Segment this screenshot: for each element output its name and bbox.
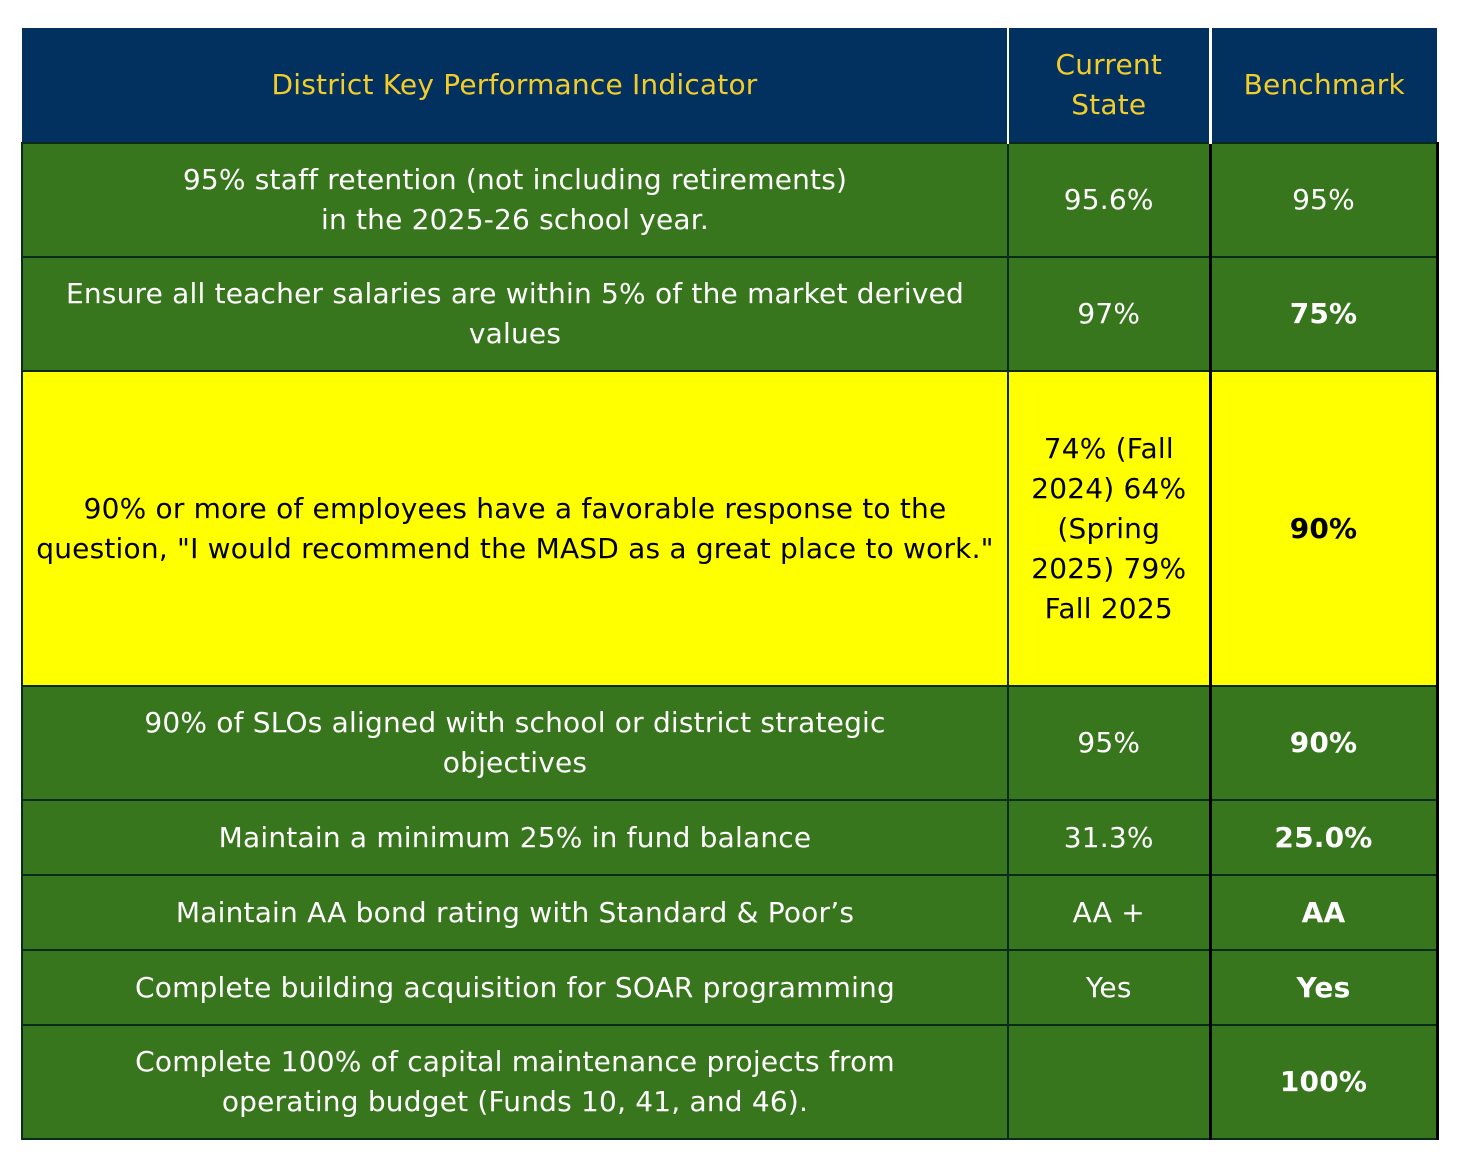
benchmark-cell: Yes (1208, 949, 1439, 1026)
current-state-cell: 97% (1007, 256, 1211, 372)
table-row: Ensure all teacher salaries are within 5… (21, 256, 1439, 372)
header-row: District Key Performance Indicator Curre… (22, 28, 1437, 143)
benchmark-cell: 25.0% (1208, 799, 1439, 876)
table-row: 90% of SLOs aligned with school or distr… (21, 685, 1439, 801)
table-row: Complete 100% of capital maintenance pro… (21, 1024, 1439, 1140)
indicator-cell: Complete building acquisition for SOAR p… (21, 949, 1009, 1026)
current-state-cell: AA + (1007, 874, 1211, 951)
indicator-cell: 90% of SLOs aligned with school or distr… (21, 685, 1009, 801)
indicator-cell: Ensure all teacher salaries are within 5… (21, 256, 1009, 372)
header-current-state: Current State (1008, 28, 1212, 143)
table-row: Maintain a minimum 25% in fund balance 3… (21, 799, 1439, 876)
current-state-cell: 95% (1007, 685, 1211, 801)
current-state-cell: 74% (Fall 2024) 64% (Spring 2025) 79% Fa… (1007, 370, 1211, 687)
kpi-table: District Key Performance Indicator Curre… (21, 28, 1439, 1140)
benchmark-cell: 90% (1208, 685, 1439, 801)
benchmark-cell: 95% (1208, 142, 1439, 258)
benchmark-cell: 90% (1208, 370, 1439, 687)
current-state-cell (1007, 1024, 1211, 1140)
indicator-cell: 95% staff retention (not including retir… (21, 142, 1009, 258)
current-state-cell: 95.6% (1007, 142, 1211, 258)
indicator-cell: Complete 100% of capital maintenance pro… (21, 1024, 1009, 1140)
indicator-cell: Maintain AA bond rating with Standard & … (21, 874, 1009, 951)
benchmark-cell: 75% (1208, 256, 1439, 372)
table-row: Maintain AA bond rating with Standard & … (21, 874, 1439, 951)
header-indicator: District Key Performance Indicator (22, 28, 1009, 143)
header-benchmark: Benchmark (1210, 28, 1437, 143)
table-row: 95% staff retention (not including retir… (21, 142, 1439, 258)
indicator-cell: 90% or more of employees have a favorabl… (21, 370, 1009, 687)
indicator-cell: Maintain a minimum 25% in fund balance (21, 799, 1009, 876)
benchmark-cell: 100% (1208, 1024, 1439, 1140)
table-row: Complete building acquisition for SOAR p… (21, 949, 1439, 1026)
current-state-cell: 31.3% (1007, 799, 1211, 876)
benchmark-cell: AA (1208, 874, 1439, 951)
current-state-cell: Yes (1007, 949, 1211, 1026)
table-row-highlighted: 90% or more of employees have a favorabl… (21, 370, 1439, 687)
